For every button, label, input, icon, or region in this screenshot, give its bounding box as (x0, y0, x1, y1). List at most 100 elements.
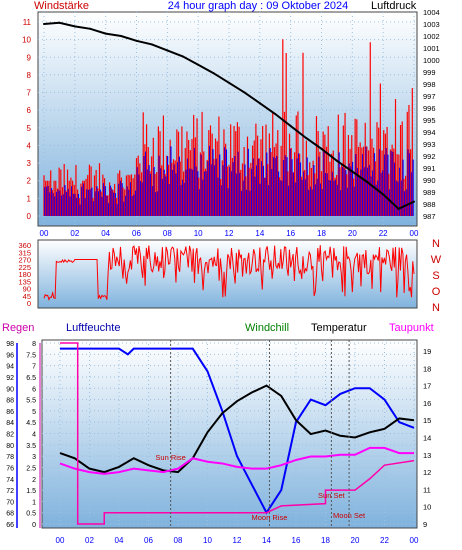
hour-tick-label: 08 (174, 536, 183, 545)
rain-tick-label: 8 (32, 341, 36, 348)
temperature-tick-label: 15 (423, 416, 431, 425)
wind-tick-label: 5 (27, 124, 32, 133)
hour-tick-label: 06 (144, 536, 153, 545)
temperature-label: Temperatur (311, 322, 367, 334)
pressure-point (243, 91, 246, 94)
dewpoint-label: Taupunkt (389, 322, 434, 334)
hour-tick-label: 04 (115, 536, 124, 545)
pressure-point (228, 81, 230, 84)
astro-events: Sun Rise Moon Rise Sun Set Moon Set (155, 340, 366, 528)
pressure-point (43, 23, 45, 25)
compass-label: O (432, 286, 441, 298)
wind-tick-label: 0 (27, 212, 32, 221)
hour-tick-label: 02 (85, 536, 94, 545)
hour-tick-label: 12 (233, 536, 242, 545)
wind-tick-label: 1 (27, 194, 32, 203)
pressure-point (320, 147, 323, 150)
rain-tick-label: 7.5 (26, 352, 36, 359)
hour-tick-label: 18 (317, 229, 326, 238)
chart-title: 24 hour graph day : 09 Oktober 2024 (168, 0, 348, 12)
wind-axis-title: Windstärke (34, 0, 89, 12)
hour-tick-label: 18 (321, 536, 330, 545)
hour-tick-label: 00 (410, 536, 419, 545)
humidity-tick-label: 92 (6, 375, 14, 382)
rain-tick-label: 2 (32, 477, 36, 484)
pressure-tick-label: 999 (423, 68, 436, 77)
direction-tick-label: 90 (23, 285, 31, 294)
pressure-point (258, 102, 261, 105)
humidity-tick-label: 74 (6, 477, 14, 484)
pressure-point (335, 159, 338, 162)
series-line-regen (60, 342, 415, 525)
pressure-point (305, 137, 308, 139)
pressure-tick-label: 1003 (423, 20, 440, 29)
hour-tick-label: 16 (286, 229, 295, 238)
pressure-tick-label: 990 (423, 176, 436, 185)
temperature-tick-label: 10 (423, 503, 431, 512)
humidity-ticks: 66 68 70 72 74 76 78 80 82 84 86 88 90 92 94 96 98 (6, 341, 18, 529)
wind-hour-ticks: 00 02 04 06 08 10 12 14 16 18 20 22 00 (40, 229, 419, 238)
pressure-point (120, 35, 123, 37)
rain-tick-label: 4.5 (26, 420, 36, 427)
hour-tick-label: 10 (203, 536, 212, 545)
direction-tick-label: 0 (27, 299, 31, 308)
pressure-tick-label: 993 (423, 140, 436, 149)
humidity-tick-label: 84 (6, 420, 14, 427)
pressure-point (135, 39, 138, 42)
temperature-tick-label: 16 (423, 399, 431, 408)
compass-label: N (432, 302, 440, 314)
wind-tick-label: 3 (27, 159, 32, 168)
direction-tick-label: 315 (18, 248, 31, 257)
pressure-tick-label: 992 (423, 152, 436, 161)
pressure-point (274, 113, 277, 115)
hour-tick-label: 00 (40, 229, 49, 238)
temperature-tick-label: 12 (423, 468, 431, 477)
rain-tick-label: 4 (32, 432, 36, 439)
wind-tick-label: 11 (23, 18, 32, 27)
hour-tick-label: 00 (56, 536, 65, 545)
hour-tick-label: 06 (132, 229, 141, 238)
humidity-tick-label: 88 (6, 398, 14, 405)
hour-tick-label: 12 (225, 229, 234, 238)
temperature-tick-label: 17 (423, 382, 431, 391)
event-label: Moon Rise (252, 513, 288, 522)
humidity-tick-label: 68 (6, 511, 14, 518)
rain-axis-title: Regen (2, 322, 34, 334)
direction-tick-label: 360 (18, 241, 31, 250)
direction-tick-label: 45 (23, 292, 31, 301)
humidity-tick-label: 72 (6, 488, 14, 495)
rain-tick-label: 7 (32, 364, 36, 371)
humidity-tick-label: 96 (6, 352, 14, 359)
hour-tick-label: 20 (351, 536, 360, 545)
wind-tick-label: 10 (22, 36, 31, 45)
hour-tick-label: 14 (262, 536, 271, 545)
rain-tick-label: 1 (32, 499, 36, 506)
hour-tick-label: 22 (379, 229, 388, 238)
compass-label: W (431, 254, 442, 266)
pressure-point (289, 125, 292, 127)
rain-tick-label: 0.5 (26, 511, 36, 518)
temperature-tick-label: 18 (423, 364, 431, 373)
hour-tick-label: 22 (380, 536, 389, 545)
rain-tick-label: 3.5 (26, 443, 36, 450)
direction-line (43, 245, 415, 301)
humidity-tick-label: 98 (6, 341, 14, 348)
pressure-point (73, 25, 76, 28)
wind-tick-label: 9 (27, 53, 32, 62)
humidity-axis-title: Luftfeuchte (66, 322, 120, 334)
pressure-point (212, 72, 215, 75)
pressure-tick-label: 989 (423, 188, 436, 197)
compass-label: S (432, 270, 439, 282)
wind-tick-label: 2 (27, 177, 32, 186)
humidity-tick-label: 94 (6, 364, 14, 371)
direction-tick-label: 135 (18, 277, 31, 286)
hour-tick-label: 08 (163, 229, 172, 238)
direction-series (43, 245, 415, 301)
humidity-tick-label: 86 (6, 409, 14, 416)
direction-tick-label: 225 (18, 263, 31, 272)
series-line-taupunkt (59, 446, 414, 475)
humidity-tick-label: 82 (6, 432, 14, 439)
